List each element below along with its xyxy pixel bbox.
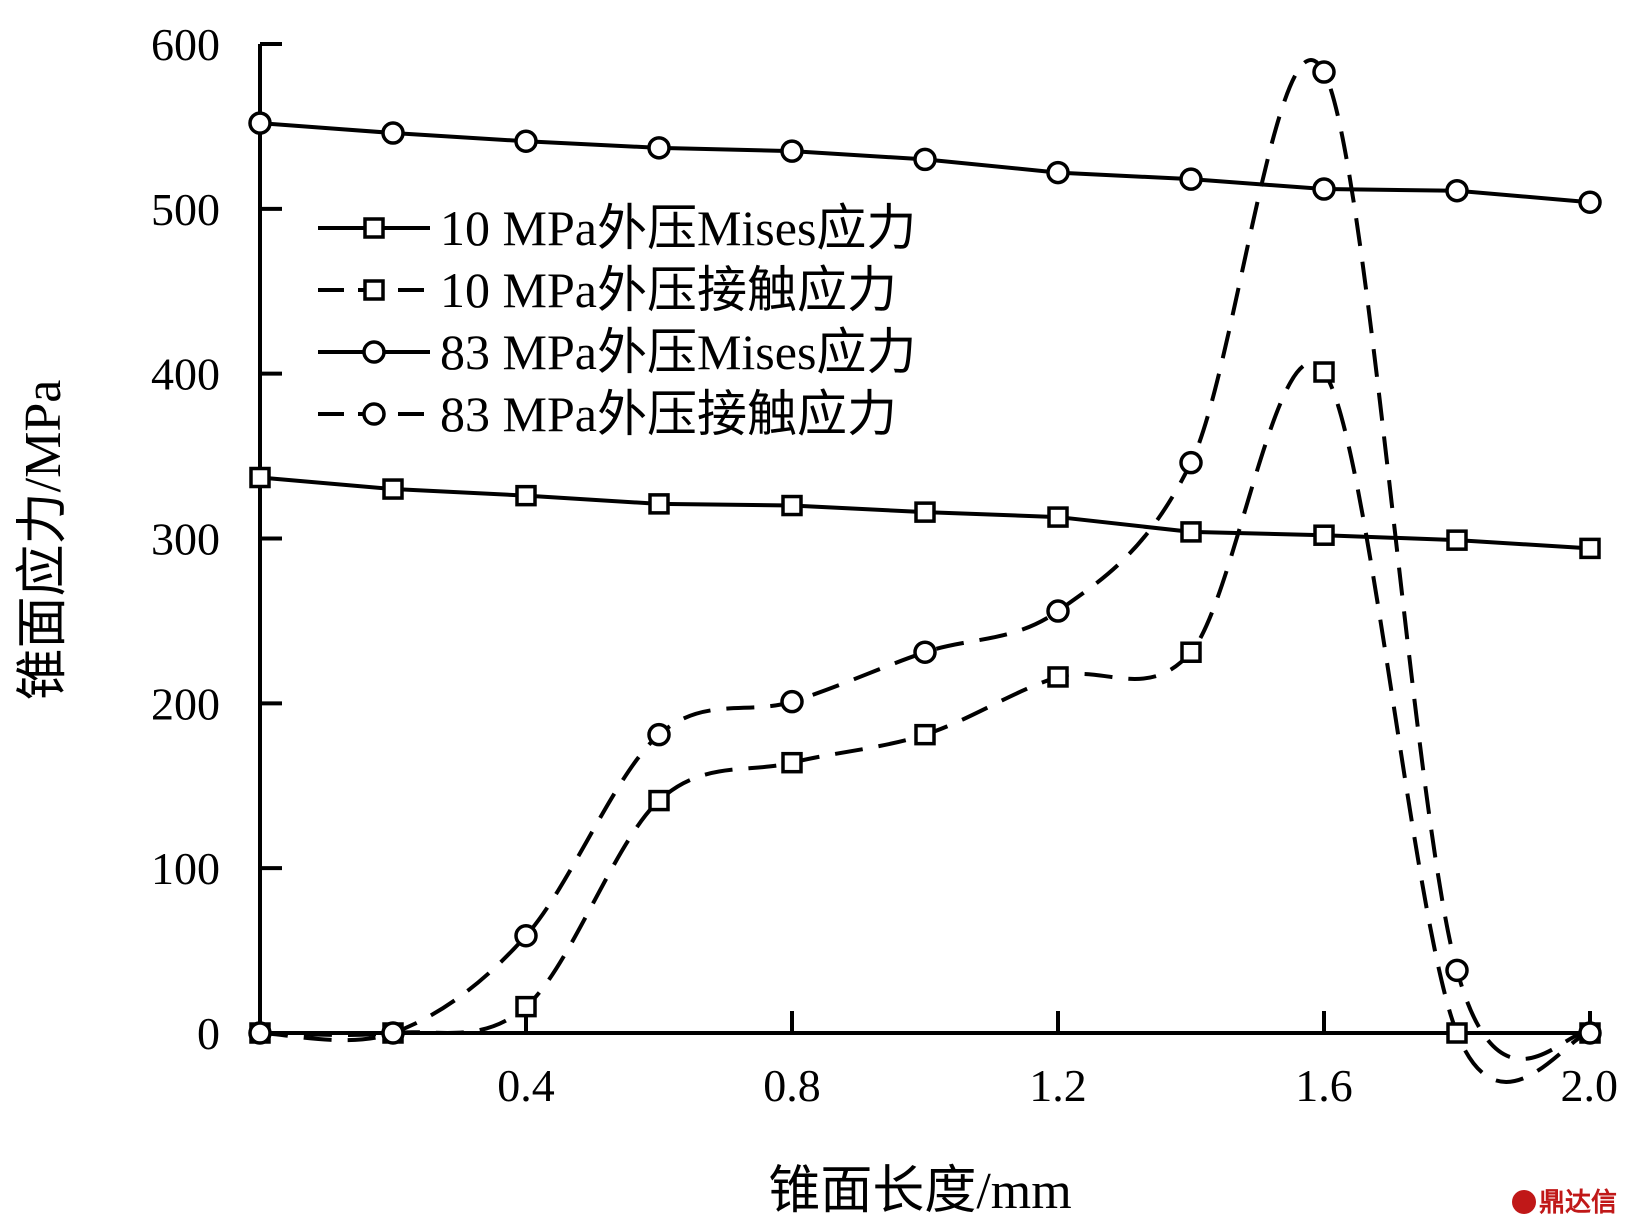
y-tick-label: 300 (151, 514, 220, 565)
y-tick-label: 400 (151, 349, 220, 400)
legend-item: 10 MPa外压接触应力 (318, 262, 897, 318)
y-tick-label: 0 (197, 1008, 220, 1059)
data-point-circle (1578, 190, 1602, 214)
data-point-circle (913, 147, 937, 172)
data-point-square (1047, 506, 1069, 528)
data-point-circle (780, 689, 804, 714)
data-point-square (914, 501, 936, 523)
y-tick-label: 200 (151, 678, 220, 729)
data-point-circle (1312, 177, 1336, 201)
data-point-circle (647, 722, 671, 747)
data-point-circle (1046, 160, 1070, 185)
x-axis-title: 锥面长度/mm (768, 1163, 1071, 1220)
data-point-square (1579, 537, 1601, 560)
data-point-circle (1046, 599, 1070, 623)
data-point-square (1313, 524, 1335, 546)
legend-marker (363, 217, 385, 239)
data-point-circle (514, 129, 538, 154)
x-tick-label: 2.0 (1561, 1060, 1619, 1111)
legend-label: 10 MPa外压接触应力 (440, 262, 897, 318)
data-point-circle (780, 139, 804, 163)
x-tick-label: 0.8 (763, 1060, 821, 1111)
series-line (259, 58, 1591, 1061)
data-point-square (781, 494, 803, 517)
legend-marker (362, 340, 386, 364)
legend: 10 MPa外压Mises应力 10 MPa外压接触应力 83 MPa外压Mises… (318, 200, 916, 442)
data-point-circle (248, 1021, 272, 1045)
data-point-square (914, 723, 936, 746)
data-point-square (648, 493, 670, 515)
legend-label: 10 MPa外压Mises应力 (440, 200, 916, 256)
y-tick-label: 600 (151, 19, 220, 70)
data-point-circle (1179, 167, 1203, 191)
legend-label: 83 MPa外压Mises应力 (440, 324, 916, 380)
data-point-circle (381, 1021, 405, 1045)
series-line (259, 361, 1591, 1084)
data-point-circle (1312, 60, 1336, 84)
watermark: 鼎达信 (1511, 1182, 1617, 1219)
data-point-square (1313, 361, 1335, 383)
legend-marker (363, 279, 385, 301)
data-point-circle (1445, 958, 1469, 983)
legend-label: 83 MPa外压接触应力 (440, 386, 897, 442)
legend-item: 10 MPa外压Mises应力 (318, 200, 916, 256)
series-4 (248, 58, 1602, 1061)
data-point-square (781, 751, 803, 774)
data-point-circle (248, 111, 272, 135)
data-point-square (1180, 641, 1202, 663)
data-point-circle (647, 136, 671, 160)
axes: 0 100 200 300 400 500 600 0.4 0.8 1.2 1.6 2.0 (151, 19, 1618, 1111)
data-point-square (1180, 521, 1202, 543)
x-tick-label: 1.6 (1295, 1060, 1353, 1111)
y-tick-label: 100 (151, 843, 220, 894)
data-point-square (515, 484, 537, 507)
series-2 (249, 361, 1601, 1084)
legend-item: 83 MPa外压接触应力 (318, 386, 897, 442)
data-point-square (648, 789, 670, 812)
data-point-square (382, 478, 404, 500)
x-tick-label: 0.4 (497, 1060, 555, 1111)
data-point-square (249, 466, 271, 489)
data-point-circle (1179, 450, 1203, 475)
data-point-square (1047, 666, 1069, 688)
x-tick-label: 1.2 (1029, 1060, 1087, 1111)
series-layer (248, 58, 1602, 1084)
watermark-text: 鼎达信 (1538, 1188, 1617, 1218)
data-point-square (1446, 1022, 1468, 1044)
data-point-circle (1578, 1021, 1602, 1045)
data-point-circle (381, 121, 405, 145)
data-point-square (515, 995, 537, 1018)
series-3 (248, 111, 1602, 214)
legend-marker (362, 402, 386, 426)
y-axis-title: 锥面应力/MPa (15, 380, 72, 701)
y-tick-label: 500 (151, 184, 220, 235)
watermark-logo-icon (1511, 1190, 1536, 1214)
data-point-circle (913, 640, 937, 664)
data-point-circle (1445, 178, 1469, 203)
data-point-square (1446, 529, 1468, 551)
legend-item: 83 MPa外压Mises应力 (318, 324, 916, 380)
data-point-circle (514, 923, 538, 948)
